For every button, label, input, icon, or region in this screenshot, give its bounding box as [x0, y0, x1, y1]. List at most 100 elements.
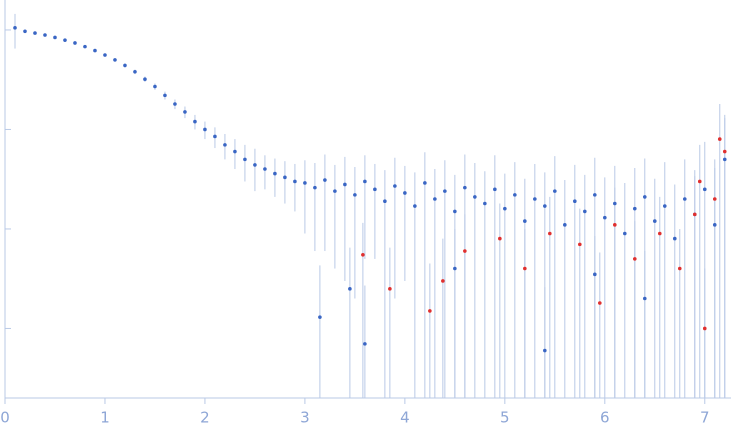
x-tick-label: 5 [500, 409, 510, 427]
data-point [717, 137, 722, 141]
data-point [303, 181, 307, 185]
data-point [453, 209, 457, 214]
data-point [63, 38, 67, 42]
data-point [612, 201, 617, 206]
data-point [662, 204, 667, 208]
data-point [53, 35, 57, 40]
data-point [657, 231, 662, 236]
data-point [413, 204, 417, 208]
data-point [712, 223, 717, 227]
data-point [203, 127, 207, 132]
data-point [23, 29, 27, 34]
data-point [632, 257, 637, 261]
data-point [93, 48, 97, 53]
data-point [441, 279, 445, 283]
data-point [483, 201, 487, 206]
data-point [333, 189, 337, 193]
data-point [223, 143, 227, 147]
data-point [233, 149, 237, 154]
data-point [123, 63, 127, 68]
x-tick-label: 6 [600, 409, 610, 427]
data-point [682, 197, 687, 201]
data-point [548, 231, 552, 236]
data-point [318, 315, 322, 319]
x-tick-label: 7 [700, 409, 710, 427]
data-point [463, 249, 467, 253]
data-point [388, 287, 392, 291]
data-point [83, 44, 87, 49]
data-point [692, 212, 697, 217]
data-point [373, 187, 377, 192]
data-point [622, 231, 627, 236]
data-point [593, 272, 597, 277]
data-point [193, 119, 197, 124]
data-point [273, 171, 277, 176]
data-point [403, 191, 407, 195]
data-point [173, 102, 177, 106]
data-point [672, 236, 677, 241]
data-point [243, 157, 247, 162]
x-tick-label: 2 [200, 409, 210, 427]
data-point [33, 31, 37, 35]
data-point [393, 184, 397, 188]
data-point [263, 167, 267, 171]
data-point [463, 185, 467, 190]
data-point [343, 182, 347, 187]
data-point [513, 193, 517, 197]
data-point [563, 223, 567, 227]
data-point [323, 178, 327, 182]
data-point [283, 175, 287, 180]
data-point [383, 199, 387, 204]
data-point [722, 157, 727, 162]
data-point [677, 266, 682, 271]
data-point [361, 252, 365, 257]
data-point [722, 149, 727, 154]
data-point [453, 266, 457, 271]
data-point [652, 219, 657, 223]
x-tick-label: 0 [0, 409, 10, 427]
data-point [348, 287, 352, 291]
data-point [702, 187, 707, 192]
data-point [553, 189, 557, 193]
data-point [353, 193, 357, 197]
data-point [313, 185, 317, 190]
data-point [573, 199, 577, 204]
x-tick-label: 4 [400, 409, 410, 427]
data-point [363, 342, 367, 346]
data-point [503, 206, 507, 211]
data-point [113, 58, 117, 62]
data-point [103, 53, 107, 57]
data-point [583, 209, 587, 214]
x-tick-label: 3 [300, 409, 310, 427]
data-point [543, 204, 547, 208]
data-point [642, 195, 647, 199]
data-point [153, 84, 157, 89]
data-point [523, 266, 527, 271]
data-point [543, 348, 547, 353]
data-point [433, 197, 437, 201]
data-point [712, 197, 717, 201]
data-point [363, 179, 367, 184]
data-point [642, 296, 647, 301]
data-point [612, 223, 617, 227]
data-point [443, 189, 447, 193]
data-point [493, 187, 497, 192]
data-point [697, 179, 702, 184]
data-point [593, 193, 597, 197]
data-point [632, 206, 637, 211]
data-point [163, 93, 167, 98]
data-point [498, 236, 502, 241]
data-point [43, 33, 47, 37]
data-point [533, 197, 537, 201]
data-point [213, 134, 217, 139]
data-point [143, 77, 147, 81]
data-point [293, 179, 297, 184]
data-point [578, 242, 582, 247]
data-point [183, 110, 187, 114]
data-point [598, 301, 602, 305]
data-point [702, 326, 707, 331]
data-point [253, 163, 257, 167]
data-point [423, 181, 427, 185]
data-point [473, 195, 477, 199]
